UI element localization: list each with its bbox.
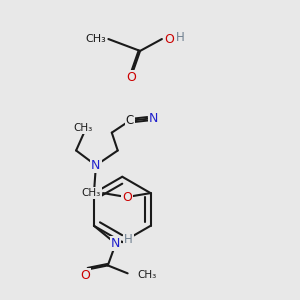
Text: O: O bbox=[80, 269, 90, 282]
Text: CH₃: CH₃ bbox=[82, 188, 101, 198]
Text: N: N bbox=[91, 159, 101, 172]
Text: CH₃: CH₃ bbox=[86, 34, 106, 44]
Text: O: O bbox=[122, 190, 132, 204]
Text: H: H bbox=[176, 31, 184, 44]
Text: C: C bbox=[125, 114, 134, 127]
Text: CH₃: CH₃ bbox=[74, 123, 93, 133]
Text: N: N bbox=[149, 112, 158, 125]
Text: N: N bbox=[111, 237, 120, 250]
Text: H: H bbox=[124, 233, 133, 246]
Text: O: O bbox=[126, 71, 136, 84]
Text: O: O bbox=[164, 32, 174, 46]
Text: CH₃: CH₃ bbox=[137, 270, 157, 280]
